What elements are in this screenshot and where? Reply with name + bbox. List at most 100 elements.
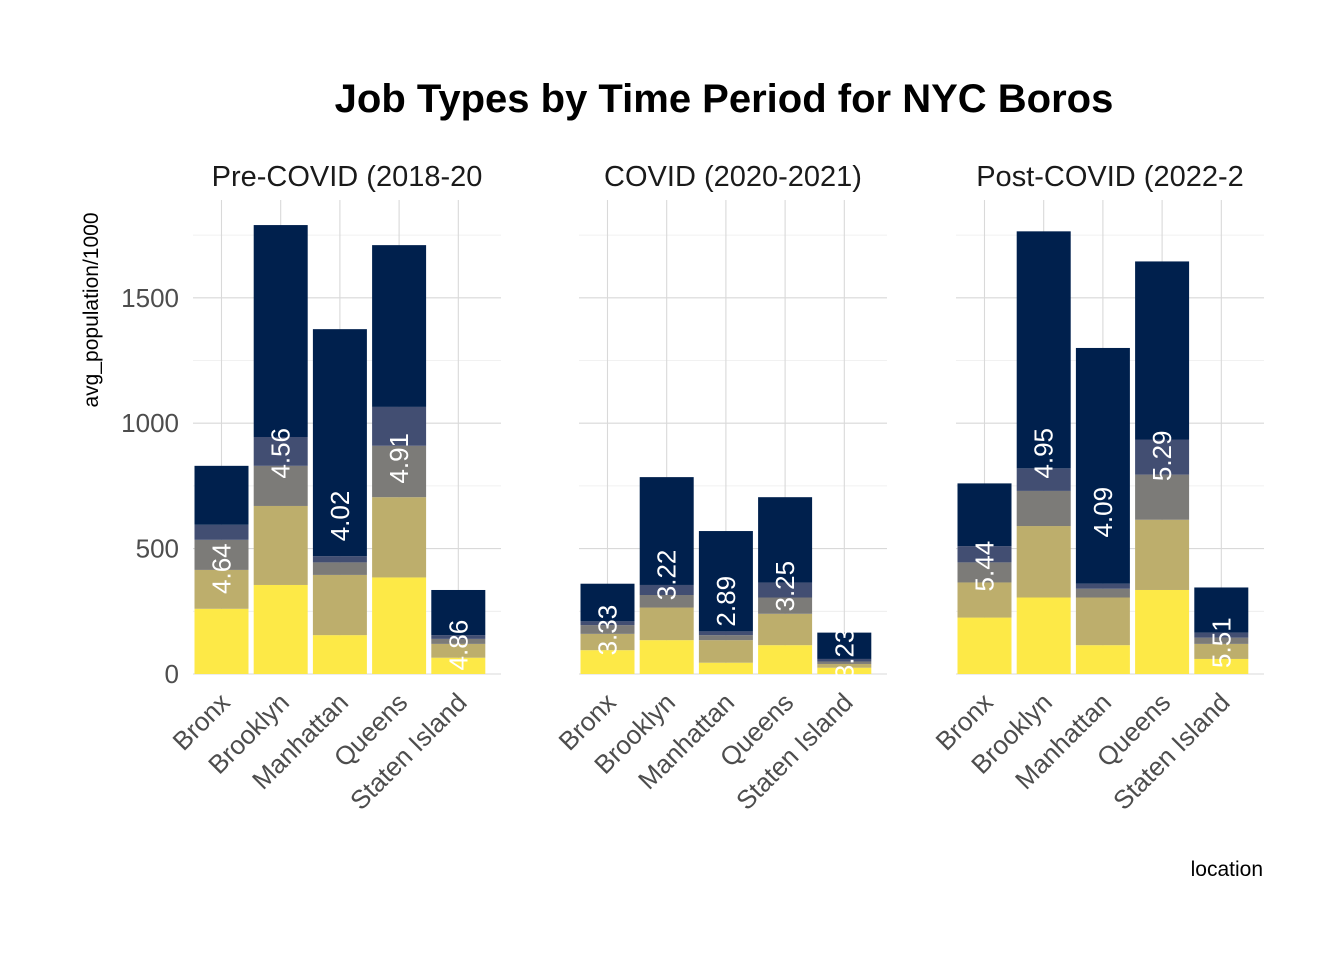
x-axis-title: location	[1191, 858, 1263, 881]
bar-segment	[431, 657, 486, 674]
bar-segment	[253, 505, 308, 585]
bar-segment	[957, 483, 1012, 547]
bar-segment	[1135, 519, 1190, 590]
bar-segment	[957, 546, 1012, 563]
bar-segment	[312, 635, 367, 674]
bar-segment	[1194, 587, 1249, 633]
bar-segment	[431, 643, 486, 658]
bar-value-label: 5.51	[1206, 617, 1236, 668]
bar-segment	[817, 658, 872, 662]
bar-segment	[817, 663, 872, 668]
bar-segment	[758, 497, 813, 583]
bar-segment	[758, 597, 813, 614]
y-tick-label: 500	[136, 534, 179, 564]
bar-segment	[372, 245, 427, 407]
bar-value-label: 4.64	[207, 543, 237, 594]
bar-segment	[698, 635, 753, 641]
bar-segment	[1135, 589, 1190, 674]
bar-segment	[580, 583, 635, 622]
bar-segment	[639, 607, 694, 641]
bar-segment	[639, 594, 694, 608]
bar-segment	[1075, 645, 1130, 674]
bar-segment	[1135, 439, 1190, 475]
facet-panel: Post-COVID (2022-25.444.954.095.295.51Br…	[930, 161, 1264, 816]
bar-segment	[253, 584, 308, 674]
bar-segment	[431, 635, 486, 639]
bar-segment	[1135, 474, 1190, 520]
bar-segment	[1016, 490, 1071, 527]
chart-title: Job Types by Time Period for NYC Boros	[335, 77, 1114, 121]
bar-segment	[639, 477, 694, 585]
bar-segment	[1075, 347, 1130, 584]
bar-value-label: 4.56	[266, 428, 296, 479]
facet-panel: COVID (2020-2021)3.333.222.89 3.253.23Bro…	[553, 161, 887, 816]
bar-segment	[312, 574, 367, 636]
bar-segment	[1075, 583, 1130, 589]
bar-value-label: 5.44	[970, 541, 1000, 592]
bar-segment	[1194, 658, 1249, 674]
bar-segment	[372, 445, 427, 498]
bar-segment	[758, 645, 813, 674]
bar-segment	[957, 617, 1012, 674]
bar-segment	[639, 584, 694, 595]
bar-value-label: 2.89	[711, 576, 741, 627]
bar-value-label: 4.91	[384, 433, 414, 484]
bar-value-label: 3.23	[829, 629, 859, 680]
bar-value-label: 4.09	[1088, 487, 1118, 538]
bar-segment	[312, 329, 367, 557]
facet-panel: Pre-COVID (2018-204.644.564.024.914.86Br…	[121, 161, 501, 816]
bar-value-label: 3.25	[770, 561, 800, 612]
bar-segment	[1135, 261, 1190, 440]
bar-segment	[253, 436, 308, 466]
bar-value-label: 3.22	[652, 550, 682, 601]
bar-segment	[698, 631, 753, 636]
bar-segment	[372, 406, 427, 446]
bar-segment	[698, 662, 753, 674]
bar-segment	[1016, 468, 1071, 491]
bar-segment	[194, 539, 249, 570]
bar-segment	[194, 524, 249, 540]
bar-segment	[431, 638, 486, 644]
bar-segment	[194, 569, 249, 609]
bar-segment	[639, 640, 694, 674]
bar-segment	[1016, 597, 1071, 674]
bar-segment	[698, 640, 753, 663]
bar-value-label: 3.33	[593, 605, 623, 656]
bar-segment	[253, 225, 308, 437]
bar-value-label: 5.29	[1147, 430, 1177, 481]
y-axis-title: avg_population/1000	[80, 212, 103, 407]
bar-segment	[580, 633, 635, 651]
bar-segment	[1194, 632, 1249, 638]
bar-value-label: 4.02	[325, 491, 355, 542]
bar-segment	[580, 650, 635, 674]
bar-segment	[698, 531, 753, 632]
bar-segment	[1194, 643, 1249, 659]
y-tick-label: 1500	[121, 283, 179, 313]
bar-segment	[957, 562, 1012, 583]
facet-title: Pre-COVID (2018-20	[212, 161, 483, 193]
facet-panels: Pre-COVID (2018-204.644.564.024.914.86Br…	[121, 161, 1264, 816]
bar-segment	[312, 562, 367, 575]
facet-title: COVID (2020-2021)	[604, 161, 862, 193]
y-tick-label: 1000	[121, 408, 179, 438]
bar-segment	[1016, 231, 1071, 469]
bar-segment	[1194, 637, 1249, 644]
bar-segment	[372, 577, 427, 674]
bar-segment	[194, 465, 249, 525]
bar-value-label: 4.86	[443, 620, 473, 671]
bar-segment	[1075, 588, 1130, 598]
bar-segment	[817, 632, 872, 659]
bar-segment	[758, 613, 813, 646]
bar-segment	[1075, 597, 1130, 646]
bar-segment	[758, 582, 813, 598]
bar-segment	[431, 589, 486, 636]
bar-segment	[957, 582, 1012, 618]
bar-segment	[194, 608, 249, 674]
bar-segment	[253, 465, 308, 506]
bar-segment	[580, 621, 635, 626]
bar-segment	[312, 556, 367, 563]
bar-segment	[372, 497, 427, 578]
bar-segment	[817, 667, 872, 674]
facet-title: Post-COVID (2022-2	[976, 161, 1244, 193]
